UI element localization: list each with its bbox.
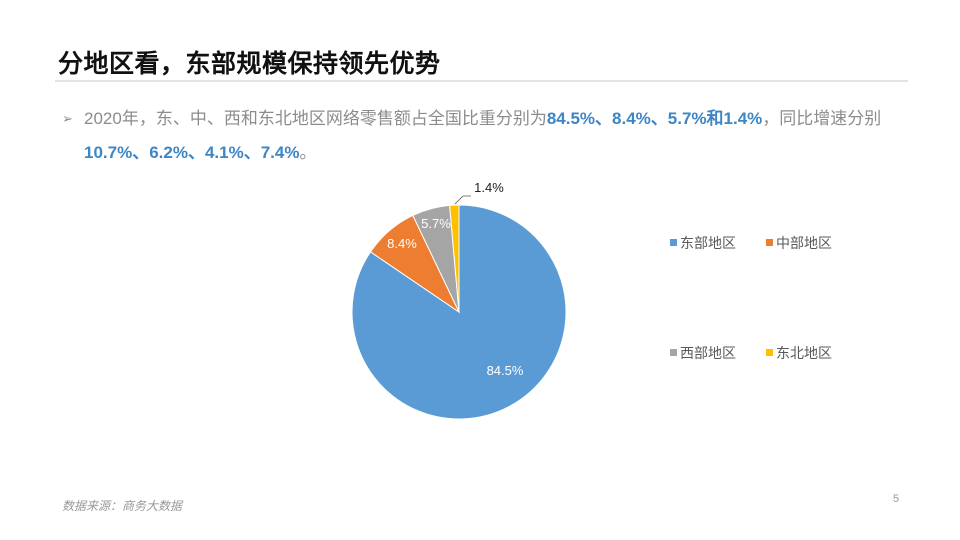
title-divider xyxy=(55,80,908,82)
page-number: 5 xyxy=(893,493,900,505)
legend-swatch xyxy=(766,349,773,356)
legend-swatch xyxy=(766,239,773,246)
data-label: 1.4% xyxy=(474,180,504,195)
slide-title: 分地区看，东部规模保持领先优势 xyxy=(58,50,441,78)
data-label: 8.4% xyxy=(387,236,417,251)
bullet-text-part: 。 xyxy=(299,143,317,162)
legend-swatch xyxy=(670,349,677,356)
leader-line xyxy=(454,195,471,205)
legend-label: 东部地区 xyxy=(680,236,736,252)
legend-swatch xyxy=(670,239,677,246)
legend-label: 西部地区 xyxy=(680,346,736,362)
data-label: 84.5% xyxy=(487,363,524,378)
data-source: 数据来源：商务大数据 xyxy=(62,499,183,513)
bullet-highlight-growth: 10.7%、6.2%、4.1%、7.4% xyxy=(84,143,300,162)
data-label: 5.7% xyxy=(421,216,451,231)
bullet-text-part: 2020年，东、中、西和东北地区网络零售额占全国比重分别为 xyxy=(84,109,547,128)
bullet-paragraph: ➢ 2020年，东、中、西和东北地区网络零售额占全国比重分别为84.5%、8.4… xyxy=(62,102,912,170)
bullet-text: 2020年，东、中、西和东北地区网络零售额占全国比重分别为84.5%、8.4%、… xyxy=(84,102,912,170)
bullet-text-part: ，同比增速分别 xyxy=(762,109,882,128)
legend-label: 中部地区 xyxy=(776,236,832,252)
bullet-highlight-shares: 84.5%、8.4%、5.7%和1.4% xyxy=(546,109,763,128)
legend-label: 东北地区 xyxy=(776,346,832,362)
pie-slice-4 xyxy=(449,204,460,313)
arrow-bullet-icon: ➢ xyxy=(62,111,73,126)
